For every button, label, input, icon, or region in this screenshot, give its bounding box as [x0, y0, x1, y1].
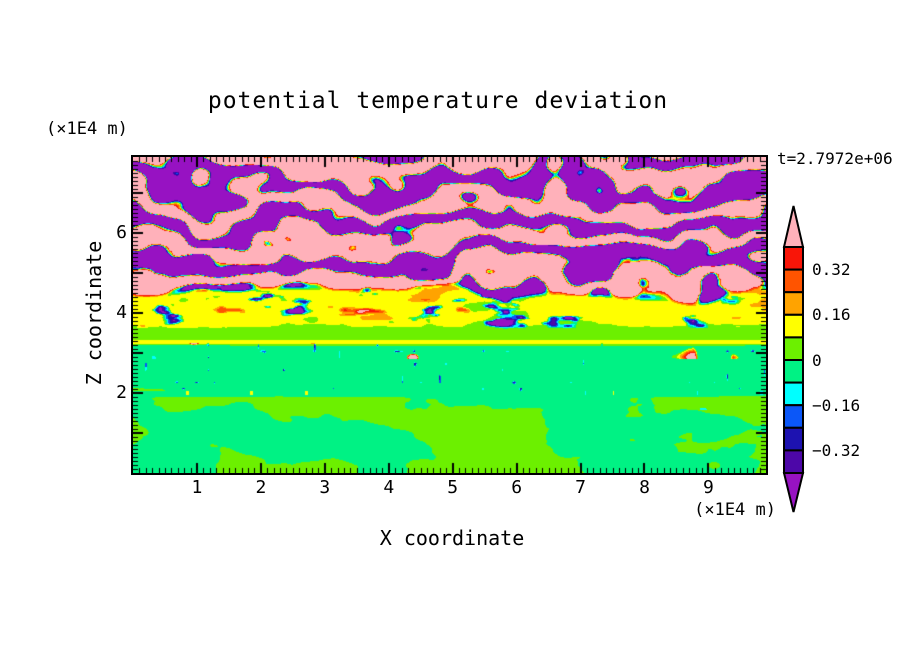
colorbar-tick-label: −0.16	[812, 395, 861, 415]
colorbar-tick-label: −0.32	[812, 440, 861, 460]
x-tick-label: 8	[639, 477, 650, 498]
x-axis-title: X coordinate	[379, 526, 525, 550]
y-tick-label: 6	[116, 222, 127, 243]
colorbar-tick-label: 0.32	[812, 260, 851, 280]
colorbar-tick-label: 0	[812, 350, 822, 370]
x-tick-label: 3	[319, 477, 331, 498]
colorbar	[782, 205, 805, 513]
y-tick-label: 4	[116, 302, 127, 323]
x-axis-unit-label: (×1E4 m)	[694, 500, 776, 520]
plot-title: potential temperature deviation	[207, 88, 669, 114]
y-tick-label: 2	[116, 382, 127, 403]
x-tick-label: 7	[575, 477, 586, 498]
plot-area-frame	[131, 155, 768, 475]
x-tick-label: 1	[191, 477, 203, 498]
contour-field-canvas	[133, 157, 766, 473]
x-tick-label: 2	[255, 477, 267, 498]
z-axis-unit-label: (×1E4 m)	[46, 119, 128, 139]
x-tick-label: 5	[447, 477, 459, 498]
x-tick-label: 4	[383, 477, 395, 498]
time-annotation: t=2.7972e+06	[777, 149, 893, 168]
colorbar-tick-label: 0.16	[812, 305, 851, 325]
x-tick-label: 9	[703, 477, 714, 498]
x-tick-label: 6	[511, 477, 523, 498]
